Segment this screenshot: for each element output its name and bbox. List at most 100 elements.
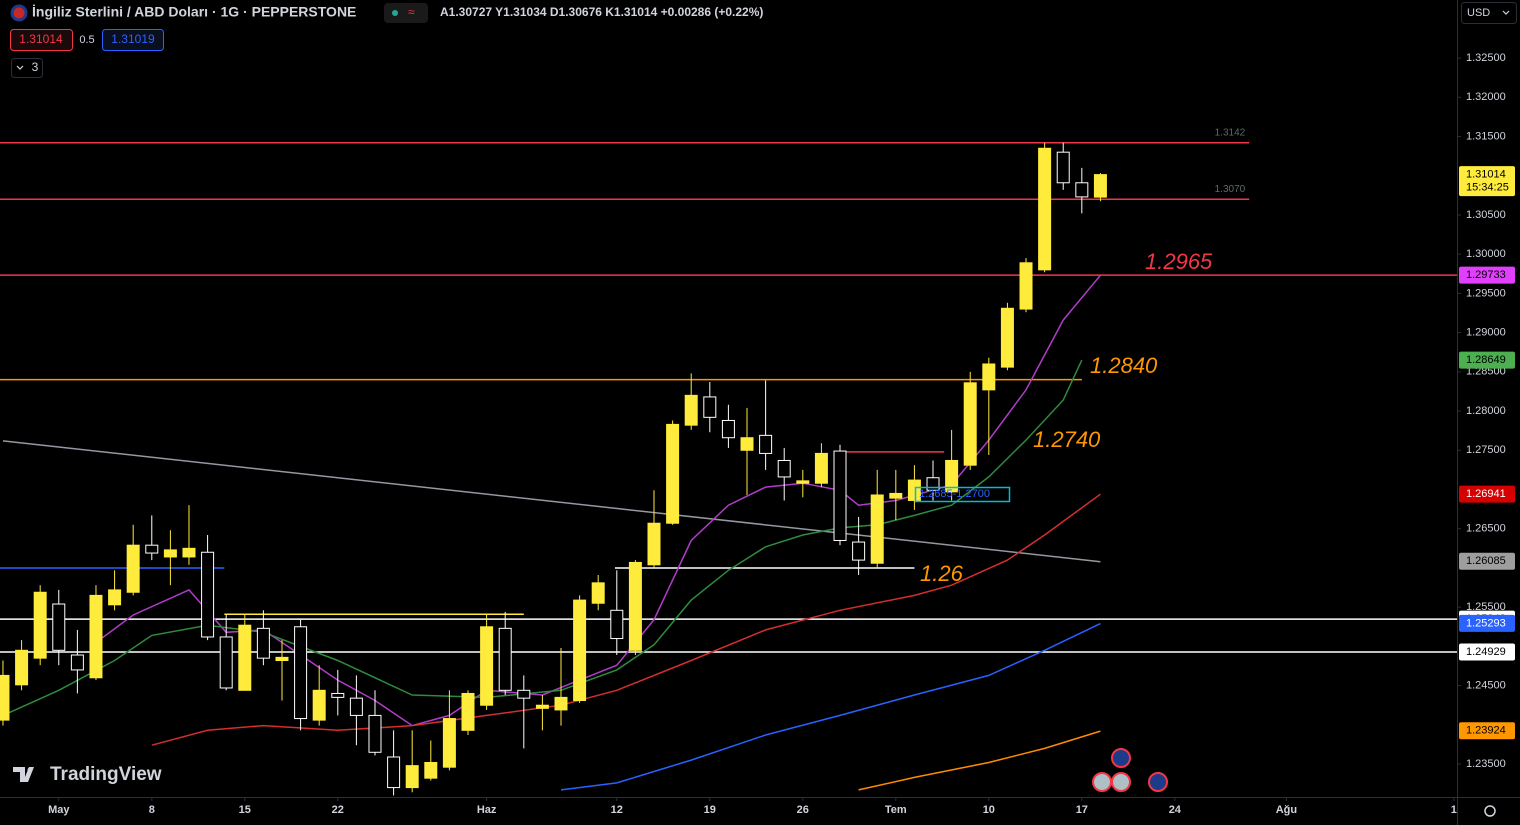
price-badge-label: 1.31014	[1466, 169, 1506, 181]
level-label: 1.3070	[1215, 184, 1246, 195]
sell-price[interactable]: 1.31014	[19, 32, 63, 46]
y-tick-label: 1.32000	[1466, 91, 1506, 103]
candle-body	[1075, 182, 1089, 198]
price-badge-label: 1.29733	[1466, 269, 1506, 281]
uk-flag[interactable]	[1111, 748, 1131, 768]
x-tick-label: 26	[797, 804, 809, 816]
price-badge	[1459, 166, 1515, 197]
candle-body	[666, 423, 680, 524]
sell-button[interactable]	[10, 29, 73, 51]
status-badge[interactable]	[384, 3, 428, 23]
chevron-icon	[16, 65, 24, 70]
price-badge	[1459, 722, 1515, 740]
x-tick-label: 22	[332, 804, 344, 816]
x-tick-label: 12	[611, 804, 623, 816]
moving-average	[858, 730, 1101, 791]
symbol-title[interactable]: İngiliz Sterlini / ABD Doları · 1G · PEP…	[32, 4, 356, 20]
x-tick-label: Ağu	[1276, 804, 1297, 816]
indicators-count[interactable]: 3	[32, 60, 39, 74]
y-tick-label: 1.32500	[1466, 52, 1506, 64]
uk-flag[interactable]	[1148, 772, 1168, 792]
x-tick-label: 24	[1169, 804, 1182, 816]
candle-body	[405, 765, 419, 789]
moving-average	[2, 359, 1083, 717]
y-tick-label: 1.23500	[1466, 758, 1506, 770]
buy-button[interactable]	[102, 29, 164, 51]
status-icon: ≈	[408, 5, 415, 19]
symbol-icon	[10, 4, 28, 22]
settings-icon[interactable]	[1484, 805, 1496, 817]
candle-body	[796, 480, 810, 484]
ohlc-values: A1.30727 Y1.31034 D1.30676 K1.31014 +0.0…	[440, 5, 763, 19]
us-flag[interactable]	[1111, 772, 1131, 792]
candle-body	[1000, 307, 1014, 368]
candle-body	[368, 714, 382, 753]
candle-body	[889, 492, 903, 499]
spread: 0.5	[79, 34, 94, 46]
logo-dot	[27, 767, 33, 773]
candle-body	[33, 591, 47, 659]
y-tick-label: 1.25500	[1466, 601, 1506, 613]
y-tick-label: 1.28000	[1466, 405, 1506, 417]
price-badge	[1459, 552, 1515, 570]
plot-area: 1.3142 1.3070 1.2965 1.2840 1.2740 1.26 1.2685…	[0, 127, 1457, 796]
candle-body	[852, 541, 866, 561]
candle-body	[647, 522, 661, 566]
currency[interactable]: USD	[1467, 7, 1490, 19]
candle-body	[145, 544, 159, 554]
candle-body	[777, 459, 791, 478]
us-flag[interactable]	[1092, 772, 1112, 792]
candle-body	[461, 692, 475, 731]
candle-body	[1038, 147, 1052, 271]
price-badge	[1459, 485, 1515, 503]
y-tick-label: 1.24500	[1466, 680, 1506, 692]
buy-price[interactable]: 1.31019	[111, 32, 155, 46]
candle-body	[963, 382, 977, 466]
candle-body	[814, 452, 828, 484]
price-badge-label: 1.28649	[1466, 354, 1506, 366]
candle-body	[870, 494, 884, 564]
candle-body	[256, 627, 270, 659]
indicators-toggle[interactable]	[11, 58, 43, 78]
currency-selector[interactable]	[1461, 2, 1517, 24]
price-badge-label: 1.24929	[1466, 646, 1506, 658]
x-tick-label: 15	[239, 804, 251, 816]
price-badge	[1459, 266, 1515, 284]
candle-body	[89, 594, 103, 679]
y-tick-label: 1.29000	[1466, 327, 1506, 339]
axes: 1.32500 1.32000 1.31500 1.30500 1.30000 1.295…	[48, 52, 1515, 816]
candle-body	[0, 674, 10, 721]
candle-body	[1019, 262, 1033, 310]
x-tick-label: 10	[983, 804, 995, 816]
chevron-icon	[1502, 10, 1510, 15]
y-tick-label: 1.28500	[1466, 366, 1506, 378]
candle-body	[163, 549, 177, 558]
annotation: 1.2685-1.2700	[919, 488, 990, 500]
candle-body	[1093, 174, 1107, 198]
price-badge	[1459, 614, 1515, 632]
y-tick-label: 1.27500	[1466, 444, 1506, 456]
candle-body	[833, 450, 847, 541]
y-tick-label: 1.30500	[1466, 209, 1506, 221]
candle-body	[517, 689, 531, 699]
candle-body	[759, 434, 773, 454]
x-tick-label: May	[48, 804, 70, 816]
event-flags[interactable]	[1092, 748, 1168, 792]
candle-body	[982, 363, 996, 391]
candle-body	[312, 689, 326, 721]
market-open-dot	[392, 10, 398, 16]
candle-body	[108, 589, 122, 606]
y-tick-label: 1.31500	[1466, 130, 1506, 142]
logo-text: TradingView	[50, 764, 162, 785]
candle-body	[126, 544, 140, 593]
candle-body	[15, 649, 29, 686]
y-tick-label: 1.26500	[1466, 523, 1506, 535]
y-tick-label: 1.29500	[1466, 287, 1506, 299]
candle-body	[628, 561, 642, 651]
x-tick-label: 17	[1076, 804, 1088, 816]
moving-average	[2, 440, 1101, 563]
annotation: 1.26	[920, 561, 964, 586]
candle-body	[1056, 151, 1070, 184]
